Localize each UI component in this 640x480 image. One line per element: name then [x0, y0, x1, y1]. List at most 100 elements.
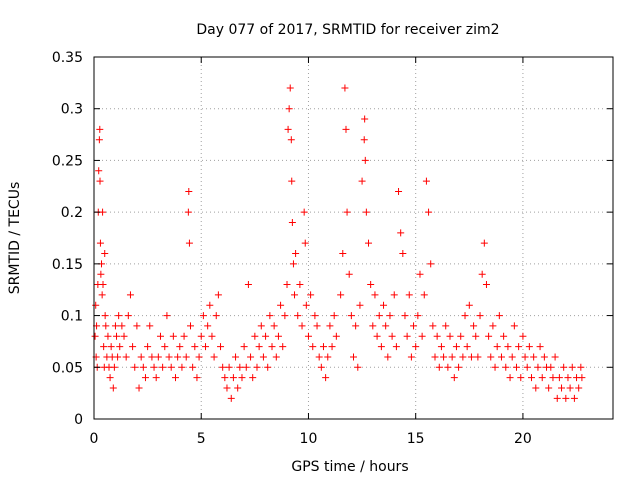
data-point [416, 270, 424, 278]
data-point [225, 363, 233, 371]
data-point [523, 363, 531, 371]
data-point [350, 353, 357, 361]
data-point [390, 291, 398, 299]
data-point [358, 177, 366, 185]
data-point [435, 363, 443, 371]
data-point [373, 332, 381, 340]
data-point [294, 312, 302, 320]
data-point [113, 332, 121, 340]
data-point [154, 353, 162, 361]
data-point [300, 208, 308, 216]
data-point [227, 394, 235, 402]
data-point [446, 332, 454, 340]
x-tick-labels: 0 5 10 15 20 [90, 431, 532, 447]
data-point [150, 363, 158, 371]
data-point [223, 384, 231, 392]
data-point [444, 363, 452, 371]
data-point [371, 291, 379, 299]
data-point [176, 343, 184, 351]
data-point [459, 353, 467, 361]
data-point [184, 208, 192, 216]
data-point [362, 208, 370, 216]
data-point [375, 312, 383, 320]
data-point [116, 343, 124, 351]
data-point [341, 84, 349, 92]
grid [94, 57, 613, 419]
data-point [405, 291, 413, 299]
data-point [433, 332, 441, 340]
data-point [367, 281, 375, 289]
data-point [347, 312, 355, 320]
data-point [545, 384, 553, 392]
data-point [266, 312, 274, 320]
plot-frame [93, 56, 614, 420]
data-point [152, 374, 160, 382]
data-point [422, 177, 430, 185]
data-point [195, 353, 203, 361]
data-point [242, 363, 250, 371]
data-point [519, 332, 527, 340]
data-point [315, 353, 323, 361]
data-point [450, 374, 458, 382]
data-point [95, 167, 103, 175]
data-point [141, 374, 149, 382]
data-point [163, 312, 171, 320]
data-point [322, 374, 330, 382]
data-point [442, 322, 450, 330]
data-point [540, 353, 548, 361]
data-point [244, 281, 252, 289]
data-point [510, 322, 518, 330]
data-point [377, 343, 385, 351]
data-point [536, 343, 544, 351]
data-point [401, 312, 409, 320]
y-tick-label: 0.2 [61, 205, 83, 221]
data-point [560, 363, 568, 371]
data-point [470, 322, 478, 330]
data-point [115, 312, 123, 320]
data-point [191, 343, 199, 351]
data-point [495, 312, 503, 320]
data-point [104, 332, 112, 340]
data-point [229, 374, 237, 382]
data-point [575, 384, 583, 392]
data-point [562, 394, 570, 402]
data-point [171, 374, 179, 382]
data-point [493, 343, 501, 351]
data-point [384, 353, 392, 361]
data-point [425, 208, 433, 216]
data-point [264, 363, 272, 371]
data-point [319, 343, 327, 351]
y-tick-label: 0.1 [61, 309, 83, 325]
data-point [420, 291, 428, 299]
data-point [98, 291, 106, 299]
data-point [463, 343, 471, 351]
data-point [429, 322, 437, 330]
data-point [139, 363, 147, 371]
data-point [253, 363, 261, 371]
data-point [521, 353, 529, 361]
data-point [437, 343, 445, 351]
data-point [174, 353, 182, 361]
data-point [106, 374, 114, 382]
data-point [109, 384, 117, 392]
data-point [343, 208, 351, 216]
data-point [212, 312, 220, 320]
data-point [324, 353, 332, 361]
data-point [455, 363, 463, 371]
data-point [126, 291, 134, 299]
y-tick-label: 0.35 [52, 50, 83, 66]
data-point [301, 239, 309, 247]
data-point [178, 363, 186, 371]
data-point [199, 312, 207, 320]
data-point [553, 394, 561, 402]
data-point [292, 250, 300, 258]
data-point [284, 125, 292, 133]
data-point [566, 384, 574, 392]
data-point [283, 281, 291, 289]
data-point [418, 332, 426, 340]
data-point [380, 301, 388, 309]
data-point [114, 353, 122, 361]
data-point [92, 301, 100, 309]
data-point [101, 312, 109, 320]
data-point [182, 353, 190, 361]
